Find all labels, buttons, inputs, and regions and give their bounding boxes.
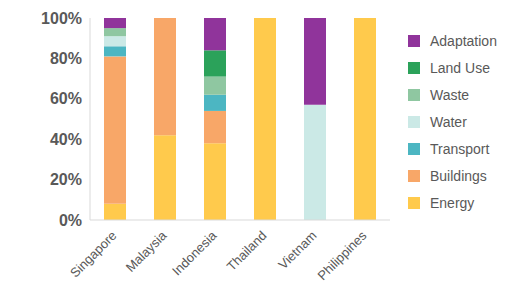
svg-text:Singapore: Singapore xyxy=(67,228,120,281)
svg-text:40%: 40% xyxy=(50,131,82,148)
svg-text:Vietnam: Vietnam xyxy=(275,228,319,272)
svg-text:Indonesia: Indonesia xyxy=(169,227,220,278)
html-text:Transport: Transport xyxy=(430,141,490,157)
svg-text:100%: 100% xyxy=(41,10,82,27)
html-text:Waste: Waste xyxy=(430,87,470,103)
html-text:Energy: Energy xyxy=(430,195,475,211)
svg-text:80%: 80% xyxy=(50,50,82,67)
svg-text:Philippines: Philippines xyxy=(314,228,369,283)
html-text:Adaptation: Adaptation xyxy=(430,33,497,49)
svg-text:20%: 20% xyxy=(50,171,82,188)
html-text:Buildings: Buildings xyxy=(430,168,487,184)
svg-text:Thailand: Thailand xyxy=(224,228,270,274)
html-text:Water: Water xyxy=(430,114,467,130)
svg-text:60%: 60% xyxy=(50,90,82,107)
svg-text:Malaysia: Malaysia xyxy=(123,227,170,274)
svg-text:0%: 0% xyxy=(59,212,82,229)
html-text:Land Use: Land Use xyxy=(430,60,490,76)
